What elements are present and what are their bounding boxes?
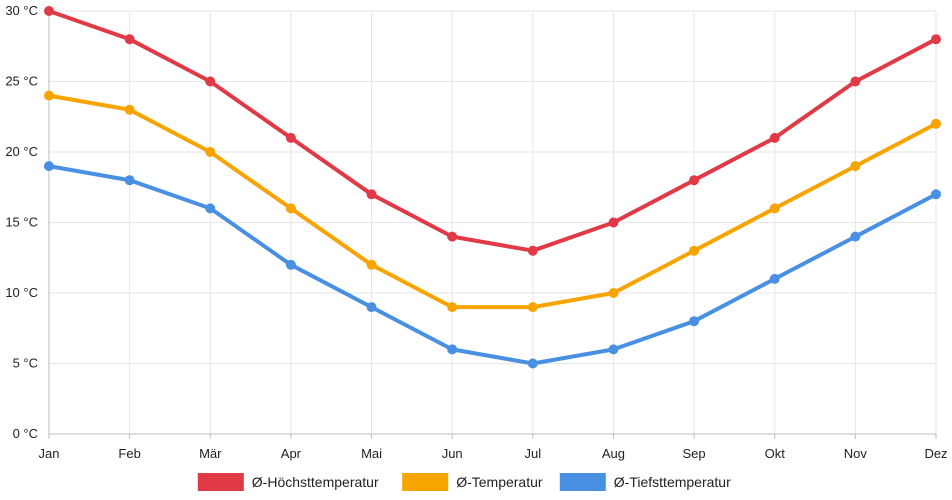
data-point[interactable] — [124, 175, 135, 186]
data-point[interactable] — [366, 189, 377, 200]
data-point[interactable] — [769, 203, 780, 214]
x-tick-label: Mai — [361, 446, 382, 461]
data-point[interactable] — [366, 302, 377, 313]
axes — [48, 11, 937, 439]
x-tick-label: Jun — [442, 446, 463, 461]
series-line — [47, 93, 938, 310]
series-group — [44, 161, 941, 369]
series-group — [44, 6, 941, 256]
legend-item[interactable]: Ø-Tiefsttemperatur — [559, 473, 731, 491]
data-point[interactable] — [44, 90, 54, 101]
y-tick-label: 5 °C — [13, 356, 38, 371]
y-tick-label: 20 °C — [5, 144, 38, 159]
legend-label: Ø-Temperatur — [456, 474, 543, 490]
data-point[interactable] — [124, 34, 135, 45]
data-point[interactable] — [366, 259, 377, 270]
x-tick-label: Apr — [281, 446, 302, 461]
data-point[interactable] — [608, 288, 619, 298]
data-point[interactable] — [44, 161, 54, 172]
legend[interactable]: Ø-Höchsttemperatur Ø-Temperatur Ø-Tiefstte… — [197, 473, 731, 491]
data-point[interactable] — [931, 34, 941, 45]
data-point[interactable] — [608, 344, 619, 355]
data-point[interactable] — [850, 76, 861, 87]
data-point[interactable] — [447, 344, 458, 355]
y-axis-ticks: 0 °C 5 °C 10 °C 15 °C 20 °C 25 °C 30 °C — [5, 3, 38, 441]
grid-lines — [49, 10, 937, 434]
series-group — [44, 90, 941, 313]
legend-swatch — [197, 473, 244, 491]
data-point[interactable] — [527, 245, 538, 256]
x-tick-label: Sep — [683, 446, 706, 461]
data-point[interactable] — [689, 245, 700, 256]
series-lines — [44, 6, 941, 369]
data-point[interactable] — [689, 175, 700, 186]
data-point[interactable] — [285, 203, 296, 214]
data-point[interactable] — [689, 316, 700, 327]
data-point[interactable] — [447, 302, 458, 313]
x-tick-label: Aug — [602, 446, 625, 461]
y-tick-label: 25 °C — [5, 74, 38, 89]
x-tick-label: Jan — [39, 446, 60, 461]
legend-item[interactable]: Ø-Temperatur — [402, 473, 543, 491]
legend-swatch — [559, 473, 606, 491]
legend-swatch — [402, 473, 449, 491]
legend-item[interactable]: Ø-Höchsttemperatur — [197, 473, 379, 491]
x-tick-label: Mär — [199, 446, 222, 461]
data-point[interactable] — [527, 358, 538, 369]
data-point[interactable] — [527, 302, 538, 313]
data-point[interactable] — [850, 161, 861, 172]
data-point[interactable] — [931, 189, 941, 200]
data-point[interactable] — [769, 132, 780, 143]
data-point[interactable] — [285, 132, 296, 143]
data-point[interactable] — [205, 203, 216, 214]
x-tick-label: Okt — [765, 446, 786, 461]
y-tick-label: 15 °C — [5, 215, 38, 230]
data-point[interactable] — [205, 76, 216, 87]
data-point[interactable] — [850, 231, 861, 242]
legend-label: Ø-Tiefsttemperatur — [614, 474, 731, 490]
data-point[interactable] — [205, 147, 216, 157]
y-tick-label: 30 °C — [5, 3, 38, 18]
data-point[interactable] — [608, 217, 619, 228]
x-tick-label: Nov — [844, 446, 868, 461]
legend-label: Ø-Höchsttemperatur — [252, 474, 379, 490]
data-point[interactable] — [447, 231, 458, 242]
series-line — [47, 164, 938, 366]
x-tick-label: Dez — [924, 446, 947, 461]
x-tick-label: Jul — [525, 446, 542, 461]
x-tick-label: Feb — [118, 446, 140, 461]
series-line — [47, 9, 938, 253]
y-tick-label: 10 °C — [5, 285, 38, 300]
y-tick-label: 0 °C — [13, 426, 38, 441]
data-point[interactable] — [931, 118, 941, 129]
data-point[interactable] — [44, 6, 54, 16]
data-point[interactable] — [285, 259, 296, 270]
data-point[interactable] — [769, 273, 780, 284]
x-axis-ticks: Jan Feb Mär Apr Mai Jun Jul Aug Sep Okt Nov Dez — [39, 446, 948, 461]
data-point[interactable] — [124, 104, 135, 115]
